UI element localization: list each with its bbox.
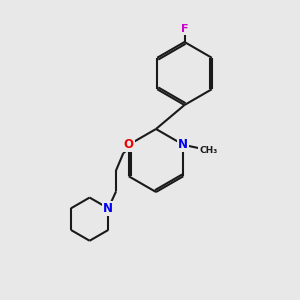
Text: N: N (103, 202, 113, 215)
Text: N: N (178, 138, 188, 151)
Text: F: F (181, 24, 188, 34)
Text: O: O (124, 138, 134, 151)
Text: N: N (103, 202, 113, 215)
Text: CH₃: CH₃ (199, 146, 217, 154)
